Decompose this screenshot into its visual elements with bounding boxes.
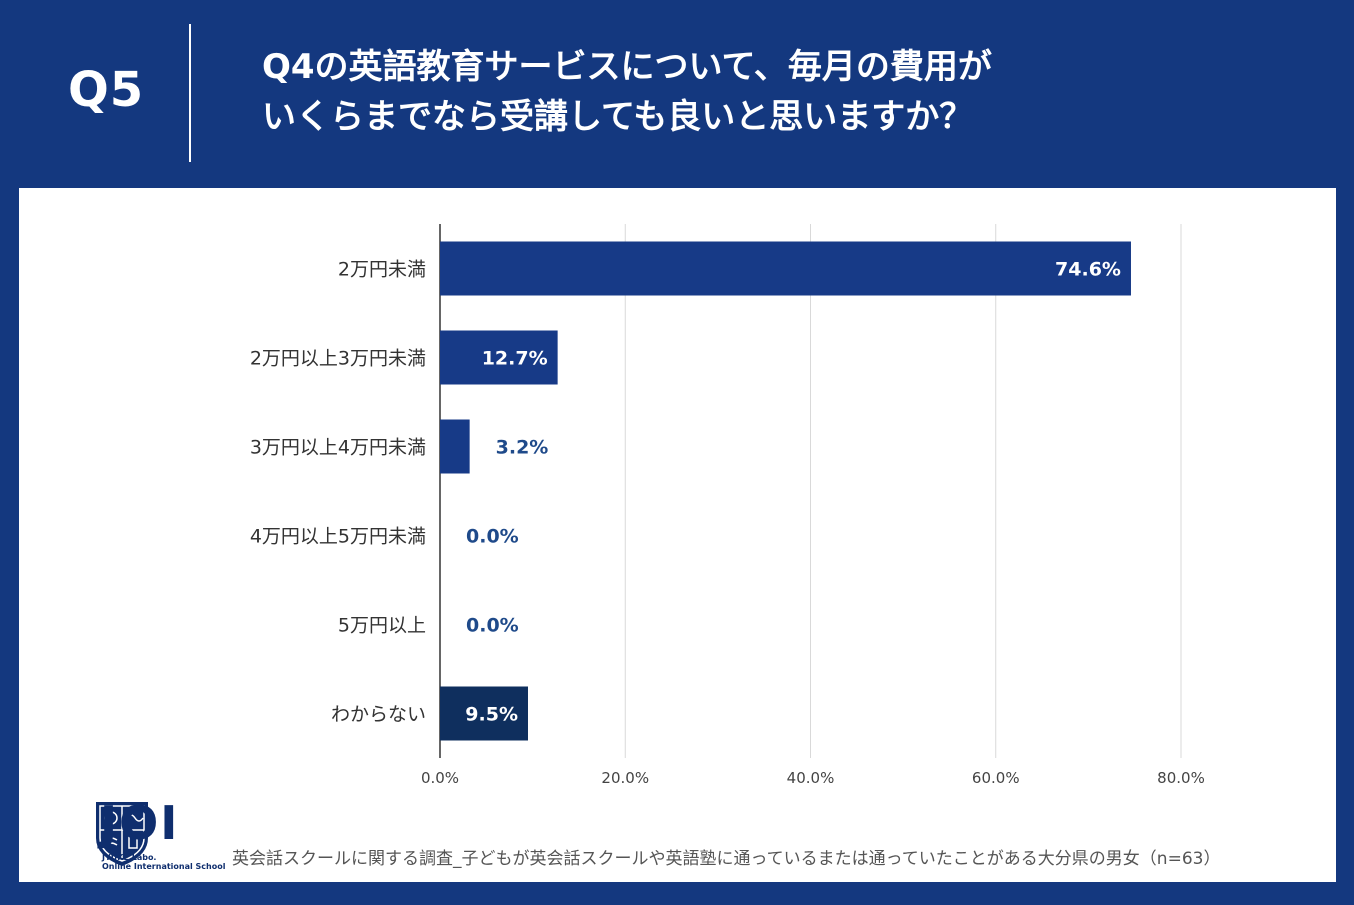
x-tick-label: 0.0% [421,769,459,787]
value-label: 0.0% [466,526,519,548]
bar [440,686,528,741]
logo-subtitle-2: Online International School [102,862,226,871]
bar-chart: 0.0% 20.0% 40.0% 60.0% 80.0% 2万円未満 74.6% 2万円以上3… [250,224,1205,787]
question-number: Q5 [68,62,145,118]
logo-subtitle-1: JYUKE Labo. [102,853,157,862]
joi-logo-emblem-icon [96,802,148,866]
category-label: 2万円未満 [338,259,426,281]
question-text: Q4の英語教育サービスについて、毎月の費用が いくらまでなら受講しても良いと思い… [262,42,1262,142]
category-label: 4万円以上5万円未満 [250,526,426,548]
question-line-2: いくらまでなら受講しても良いと思いますか？ [262,97,974,137]
chart-card: 0.0% 20.0% 40.0% 60.0% 80.0% 2万円未満 74.6% 2万円以上3… [19,188,1336,882]
category-label: わからない [331,704,426,726]
value-label: 0.0% [466,615,519,637]
value-label: 74.6% [1055,259,1121,281]
x-tick-label: 20.0% [601,769,649,787]
question-line-1: Q4の英語教育サービスについて、毎月の費用が [262,47,992,87]
value-label: 3.2% [496,437,549,459]
logo-wordmark: JOI [100,796,180,850]
category-label: 3万円以上4万円未満 [250,437,426,459]
header: Q5 Q4の英語教育サービスについて、毎月の費用が いくらまでなら受講しても良い… [0,0,1354,188]
x-tick-label: 60.0% [972,769,1020,787]
bar [440,419,470,474]
bar [440,330,558,385]
value-label: 12.7% [482,348,548,370]
x-tick-label: 80.0% [1157,769,1205,787]
bar [440,241,1131,296]
category-label: 2万円以上3万円未満 [250,348,426,370]
header-divider [189,24,191,162]
value-label: 9.5% [465,704,518,726]
x-tick-label: 40.0% [787,769,835,787]
source-note: 英会話スクールに関する調査_子どもが英会話スクールや英語塾に通っているまたは通っ… [232,849,1221,869]
category-label: 5万円以上 [338,615,426,637]
